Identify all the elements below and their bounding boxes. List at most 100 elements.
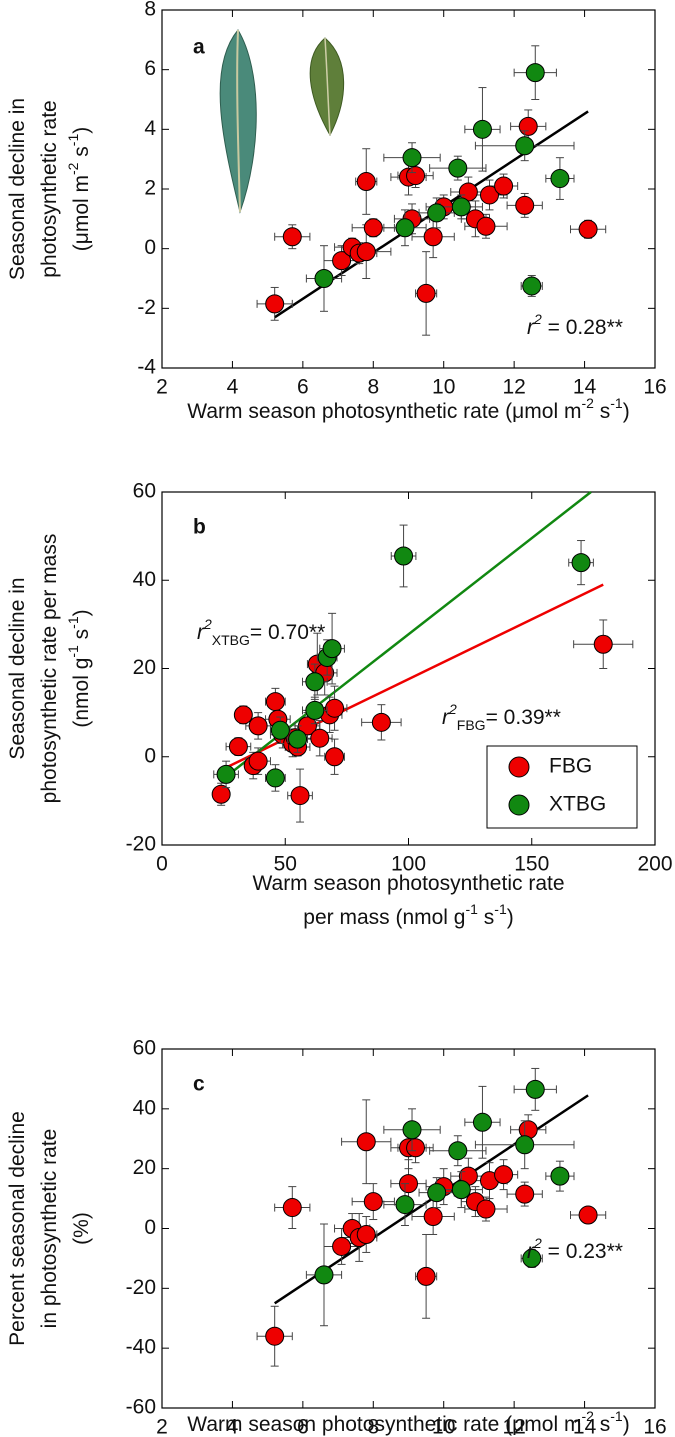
y-tick-label: -2 <box>137 296 156 319</box>
x-tick-label: 8 <box>367 1416 379 1437</box>
x-tick-label: 100 <box>391 853 426 876</box>
text-segment: Seasonal decline in <box>6 577 29 759</box>
text-segment: Warm season photosynthetic rate <box>252 872 564 895</box>
text-segment: -1 <box>65 645 81 658</box>
point <box>416 1266 436 1286</box>
point <box>427 203 447 223</box>
point <box>451 197 471 217</box>
y-tick-label: 20 <box>133 656 156 679</box>
text-segment: = 0.70** <box>250 621 325 644</box>
legend-label: FBG <box>549 755 592 778</box>
text-segment: r <box>442 706 450 729</box>
y-axis-label: Seasonal decline in <box>6 577 29 759</box>
point <box>448 1141 468 1161</box>
text-segment: Warm season photosynthetic rate ( <box>187 400 512 423</box>
point <box>282 1198 302 1218</box>
panel-label: b <box>193 516 206 539</box>
x-tick-label: 16 <box>643 1416 666 1437</box>
text-segment: -1 <box>65 616 81 629</box>
text-segment: Percent seasonal decline <box>6 1111 29 1346</box>
point <box>265 1326 285 1346</box>
x-tick-label: 4 <box>227 1416 239 1437</box>
text-segment: -1 <box>65 134 81 147</box>
point <box>332 1236 352 1256</box>
y-axis-label: Percent seasonal decline <box>6 1111 29 1346</box>
point <box>448 158 468 178</box>
point <box>427 1183 447 1203</box>
point <box>314 269 334 288</box>
point <box>325 747 345 767</box>
x-axis-label: Warm season photosynthetic rate <box>252 872 564 895</box>
y-tick-label: -60 <box>126 1396 156 1419</box>
point <box>310 728 330 748</box>
x-tick-label: 16 <box>643 376 666 399</box>
y-tick-label: 0 <box>144 1216 156 1239</box>
y-axis-label: in photosynthetic rate <box>38 1129 61 1329</box>
y-axis-label: photosynthetic rate per mass <box>38 534 61 804</box>
point <box>356 172 376 192</box>
text-segment: in photosynthetic rate <box>38 1129 61 1329</box>
point <box>515 1135 535 1155</box>
text-segment: (μmol m <box>70 175 93 251</box>
text-segment: μ <box>512 400 524 423</box>
text-segment: = 0.23** <box>542 1240 623 1263</box>
panel-label: a <box>193 36 205 59</box>
point <box>363 218 383 238</box>
point <box>515 195 535 215</box>
point <box>518 116 538 136</box>
text-segment: mol m <box>524 1413 581 1436</box>
point <box>282 227 302 247</box>
point <box>356 1224 376 1244</box>
x-axis-label: Warm season photosynthetic rate (μmol m-… <box>187 395 629 423</box>
x-tick-label: 4 <box>227 376 239 399</box>
text-segment: 2 <box>203 616 212 632</box>
x-tick-label: 50 <box>274 853 297 876</box>
text-segment: Seasonal decline in <box>6 98 29 280</box>
point <box>305 700 325 720</box>
point <box>395 218 415 238</box>
point <box>476 216 496 236</box>
point <box>423 1207 443 1227</box>
text-segment: (%) <box>70 1212 93 1245</box>
text-segment: -1 <box>610 1408 623 1424</box>
point <box>363 1192 383 1212</box>
y-tick-label: 8 <box>144 0 156 21</box>
point <box>248 716 268 736</box>
y-tick-label: 6 <box>144 57 156 80</box>
point <box>550 1166 570 1186</box>
point <box>394 546 414 566</box>
y-tick-label: -20 <box>126 1276 156 1299</box>
legend-marker <box>508 756 530 778</box>
x-tick-label: 12 <box>502 376 525 399</box>
y-tick-label: -4 <box>137 356 156 379</box>
point <box>265 294 285 314</box>
x-tick-label: 2 <box>156 1416 168 1437</box>
y-axis-label: (nmol g-1 s-1) <box>65 609 93 727</box>
y-axis-label: photosynthetic rate <box>38 100 61 277</box>
point <box>356 1132 376 1152</box>
point <box>211 784 231 804</box>
text-segment: Warm season photosynthetic rate ( <box>187 1413 512 1436</box>
point <box>356 242 376 262</box>
point <box>402 1120 422 1140</box>
text-segment: s <box>594 400 610 423</box>
x-tick-label: 10 <box>432 1416 455 1437</box>
y-axis-label: (%) <box>70 1212 93 1245</box>
point <box>494 1165 514 1185</box>
text-segment: -2 <box>65 162 81 175</box>
point <box>522 1248 542 1268</box>
text-segment: r <box>197 621 205 644</box>
point <box>476 1199 496 1219</box>
y-tick-label: 60 <box>133 480 156 503</box>
x-tick-label: 200 <box>637 853 672 876</box>
point <box>578 1205 598 1225</box>
y-tick-label: 2 <box>144 177 156 200</box>
x-tick-label: 8 <box>367 376 379 399</box>
legend-label: XTBG <box>549 793 606 816</box>
point <box>332 251 352 271</box>
text-segment: photosynthetic rate per mass <box>38 534 61 804</box>
y-tick-label: 40 <box>133 568 156 591</box>
x-tick-label: 0 <box>156 853 168 876</box>
point <box>314 1265 334 1285</box>
